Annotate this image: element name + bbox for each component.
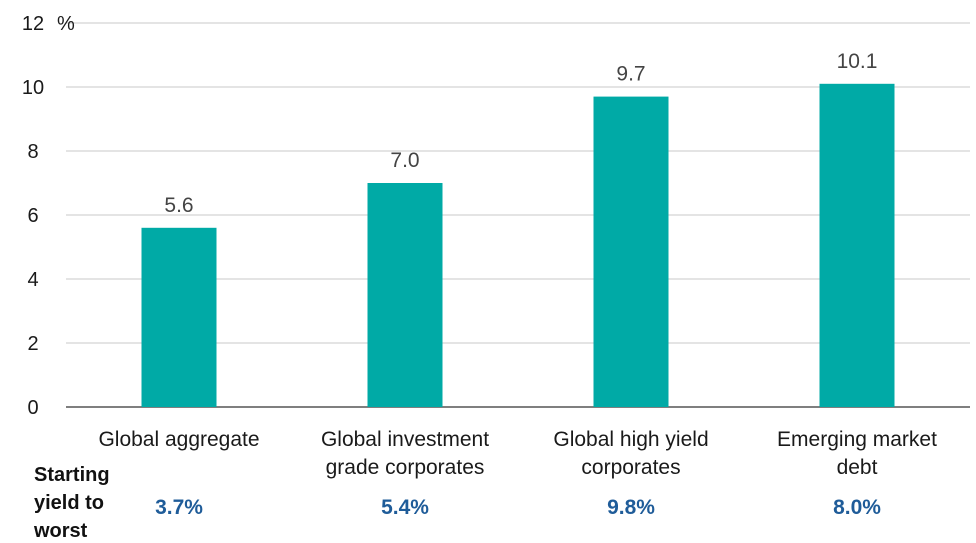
y-tick-label: 0	[27, 397, 38, 419]
category-label-line: debt	[837, 456, 878, 479]
category-label-line: Emerging market	[777, 428, 937, 451]
starting-yield-value: 8.0%	[833, 496, 881, 519]
category-label-line: Global aggregate	[98, 428, 259, 451]
bar	[819, 83, 895, 408]
category-label: Global investment grade corporates	[321, 428, 489, 479]
category-label-line: Global high yield	[553, 428, 708, 451]
y-tick-label: 2	[27, 333, 38, 355]
category-label: Global aggregate	[98, 428, 259, 451]
starting-yield-row-label-line: yield to	[34, 492, 104, 514]
bar	[367, 183, 443, 407]
y-tick-label: 4	[27, 269, 38, 291]
starting-yield-row-label: Starting yield to worst	[33, 464, 110, 542]
category-label-line: Global investment	[321, 428, 489, 451]
y-axis-unit-label: %	[57, 13, 75, 35]
category-label: Global high yield corporates	[553, 428, 708, 479]
starting-yield-value: 9.8%	[607, 496, 655, 519]
starting-yield-value: 3.7%	[155, 496, 203, 519]
category-label-line: grade corporates	[326, 456, 485, 479]
bar	[141, 227, 217, 407]
y-tick-label: 6	[27, 205, 38, 227]
starting-yield-row-label-line: worst	[33, 520, 88, 542]
data-label: 5.6	[164, 194, 193, 217]
data-label: 7.0	[390, 149, 419, 172]
y-tick-label: 8	[27, 141, 38, 163]
starting-yield-row-label-line: Starting	[34, 464, 110, 486]
data-label: 10.1	[837, 50, 878, 73]
data-label: 9.7	[616, 63, 645, 86]
y-tick-label: 10	[22, 77, 44, 99]
category-label-line: corporates	[581, 456, 680, 479]
category-label: Emerging market debt	[777, 428, 937, 479]
bar	[593, 96, 669, 407]
starting-yield-value: 5.4%	[381, 496, 429, 519]
y-tick-label: 12	[22, 13, 44, 35]
